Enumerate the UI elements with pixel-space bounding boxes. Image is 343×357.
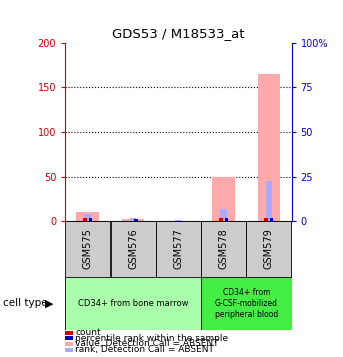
Bar xyxy=(264,218,268,221)
Bar xyxy=(83,218,87,221)
Bar xyxy=(270,218,273,221)
Bar xyxy=(246,221,292,277)
Text: count: count xyxy=(75,328,101,337)
Text: cell type: cell type xyxy=(3,298,48,308)
Bar xyxy=(89,218,92,221)
Text: GSM575: GSM575 xyxy=(83,228,93,270)
Bar xyxy=(65,221,110,277)
Bar xyxy=(84,214,91,221)
Bar xyxy=(201,277,292,330)
Text: value, Detection Call = ABSENT: value, Detection Call = ABSENT xyxy=(75,340,219,348)
Bar xyxy=(225,218,228,221)
Bar xyxy=(212,177,235,221)
Bar xyxy=(110,221,156,277)
Bar xyxy=(134,218,138,221)
Text: CD34+ from bone marrow: CD34+ from bone marrow xyxy=(78,299,188,308)
Bar xyxy=(175,220,182,221)
Text: GSM579: GSM579 xyxy=(264,228,274,270)
Text: GSM578: GSM578 xyxy=(218,228,229,270)
Bar xyxy=(220,209,227,221)
Text: GSM577: GSM577 xyxy=(173,228,184,270)
Bar xyxy=(122,218,144,221)
Bar xyxy=(156,221,201,277)
Text: percentile rank within the sample: percentile rank within the sample xyxy=(75,334,228,343)
Bar xyxy=(219,218,223,221)
Text: ▶: ▶ xyxy=(45,298,53,308)
Bar xyxy=(201,221,246,277)
Text: CD34+ from
G-CSF-mobilized
peripheral blood: CD34+ from G-CSF-mobilized peripheral bl… xyxy=(215,288,278,319)
Title: GDS53 / M18533_at: GDS53 / M18533_at xyxy=(112,27,245,40)
Bar xyxy=(258,74,280,221)
Bar xyxy=(65,277,201,330)
Bar xyxy=(76,212,99,221)
Text: GSM576: GSM576 xyxy=(128,228,138,270)
Bar xyxy=(265,181,272,221)
Bar xyxy=(130,218,137,221)
Text: rank, Detection Call = ABSENT: rank, Detection Call = ABSENT xyxy=(75,345,214,354)
